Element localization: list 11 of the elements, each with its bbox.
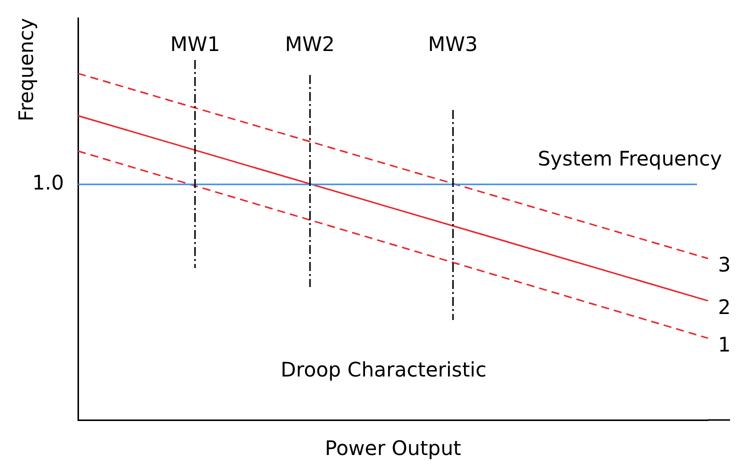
series-label: 3 xyxy=(718,252,731,277)
annotation: Droop Characteristic xyxy=(280,358,486,382)
text: MW3 xyxy=(428,32,478,56)
annotation: 1.0 xyxy=(32,170,64,195)
series-label: 2 xyxy=(718,294,731,319)
text: MW2 xyxy=(284,32,335,56)
ref-line-label: System Frequency xyxy=(538,146,722,171)
text: MW1 xyxy=(170,32,220,56)
x-axis-title: Power Output xyxy=(324,436,462,460)
series-label: 1 xyxy=(718,332,731,356)
y-axis-title: Frequency xyxy=(14,18,38,122)
